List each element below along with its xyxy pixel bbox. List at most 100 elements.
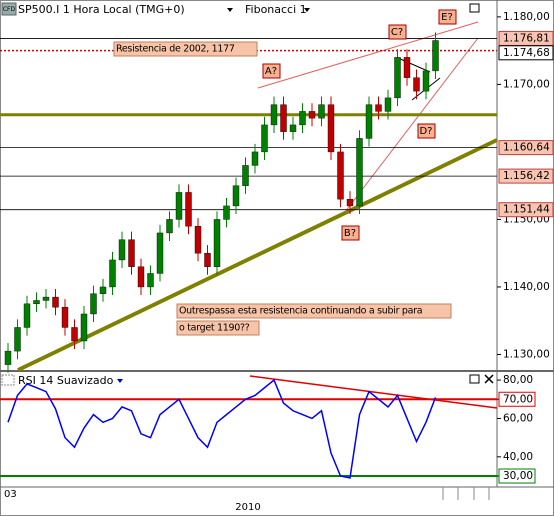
x-tick-label: 03 bbox=[4, 489, 17, 500]
candle-body bbox=[33, 300, 40, 305]
candle-body bbox=[356, 138, 363, 207]
candle-body bbox=[251, 151, 259, 166]
candle-body bbox=[194, 225, 202, 254]
trendline bbox=[397, 57, 431, 73]
candle-body bbox=[147, 273, 154, 288]
level-label: 1.176,81 bbox=[503, 32, 550, 44]
candle-body bbox=[99, 286, 107, 294]
dropdown-arrow[interactable] bbox=[117, 379, 123, 383]
candle-body bbox=[232, 185, 240, 207]
candle-body bbox=[394, 57, 401, 99]
dropdown-arrow[interactable] bbox=[227, 8, 233, 12]
candle-body bbox=[242, 165, 249, 186]
maximize-button[interactable] bbox=[469, 3, 480, 13]
candle-body bbox=[61, 307, 69, 328]
candle-body bbox=[166, 219, 173, 234]
y-tick-label: 1.170,00 bbox=[503, 78, 550, 90]
candle-body bbox=[128, 239, 135, 267]
study-name[interactable]: Fibonacci 1 bbox=[245, 3, 307, 16]
y-tick-label: 60,00 bbox=[503, 412, 533, 424]
candle-body bbox=[327, 104, 335, 153]
candle-body bbox=[52, 296, 59, 308]
rsi-trendline bbox=[249, 375, 498, 409]
trendline bbox=[17, 138, 498, 372]
candle-body bbox=[90, 293, 97, 315]
y-tick-label: 80,00 bbox=[503, 374, 533, 386]
level-box bbox=[498, 468, 536, 484]
annotation-box bbox=[438, 9, 457, 25]
candle-body bbox=[384, 97, 392, 112]
note-box bbox=[113, 41, 258, 57]
level-box bbox=[498, 140, 554, 156]
rsi-line bbox=[7, 378, 437, 479]
dropdown-arrow[interactable] bbox=[304, 8, 310, 12]
level-box bbox=[498, 391, 536, 407]
candle-body bbox=[71, 327, 78, 342]
candle-body bbox=[23, 303, 31, 328]
trendline bbox=[344, 37, 479, 213]
annotation-box bbox=[417, 123, 436, 139]
candle-body bbox=[204, 252, 211, 267]
candle-body bbox=[213, 219, 221, 267]
level-box bbox=[498, 202, 554, 218]
candle-body bbox=[413, 77, 420, 92]
candle-body bbox=[289, 124, 297, 132]
rsi-title[interactable]: RSI 14 Suavizado bbox=[18, 374, 114, 387]
y-tick-label: 1.140,00 bbox=[503, 281, 550, 293]
candle-body bbox=[432, 40, 439, 72]
y-tick-label: 30,00 bbox=[503, 470, 533, 482]
level-label: 1.156,42 bbox=[503, 170, 550, 182]
candle-body bbox=[422, 70, 430, 92]
y-tick-label: 70,00 bbox=[503, 393, 533, 405]
level-box bbox=[498, 168, 554, 184]
candle-body bbox=[156, 232, 164, 274]
annotation: A? bbox=[265, 66, 277, 77]
candle-body bbox=[118, 239, 126, 261]
candle-body bbox=[261, 124, 268, 153]
note-box bbox=[176, 320, 260, 336]
annotation: E? bbox=[441, 12, 453, 23]
icon bbox=[1, 374, 15, 386]
candle-body bbox=[365, 104, 373, 139]
candle-body bbox=[42, 296, 50, 301]
candle-body bbox=[223, 205, 230, 220]
candle-body bbox=[109, 259, 116, 288]
candle-body bbox=[346, 198, 354, 207]
icon-label: CFD bbox=[3, 6, 16, 13]
candle-body bbox=[4, 350, 12, 365]
trendline bbox=[257, 21, 479, 89]
maximize-button[interactable] bbox=[469, 374, 480, 384]
candle-body bbox=[185, 192, 192, 227]
note: o target 1190?? bbox=[179, 323, 250, 334]
candle-body bbox=[80, 313, 88, 342]
level-label: 1.160,64 bbox=[503, 142, 550, 154]
candle-body bbox=[137, 266, 145, 288]
last-price-box bbox=[498, 45, 554, 61]
candle-body bbox=[270, 104, 278, 126]
candle-body bbox=[308, 111, 316, 119]
annotation: C? bbox=[391, 27, 403, 38]
annotation: B? bbox=[344, 228, 356, 239]
x-tick-label: 2010 bbox=[235, 502, 260, 513]
annotation-box bbox=[262, 63, 281, 79]
note: Resistencia de 2002, 1177 bbox=[116, 44, 235, 55]
candle-body bbox=[299, 111, 306, 126]
time-axis-ticks bbox=[442, 487, 490, 500]
candle-body bbox=[280, 104, 287, 132]
note: Outrespassa esta resistencia continuando… bbox=[179, 306, 422, 317]
chart-title[interactable]: SP500.I 1 Hora Local (TMG+0) bbox=[18, 3, 185, 16]
annotation-box bbox=[341, 225, 360, 241]
level-label: 1.151,44 bbox=[503, 204, 550, 216]
note-box bbox=[176, 303, 452, 319]
last-price-label: 1.174,68 bbox=[503, 47, 550, 59]
y-tick-label: 1.180,00 bbox=[503, 11, 550, 23]
icon bbox=[1, 2, 17, 16]
annotation-box bbox=[388, 24, 407, 40]
candle-body bbox=[375, 104, 382, 112]
close-button[interactable] bbox=[484, 374, 494, 384]
y-tick-label: 40,00 bbox=[503, 451, 533, 463]
candle-body bbox=[14, 327, 21, 352]
annotation: D? bbox=[419, 126, 432, 137]
candle-body bbox=[318, 104, 325, 119]
